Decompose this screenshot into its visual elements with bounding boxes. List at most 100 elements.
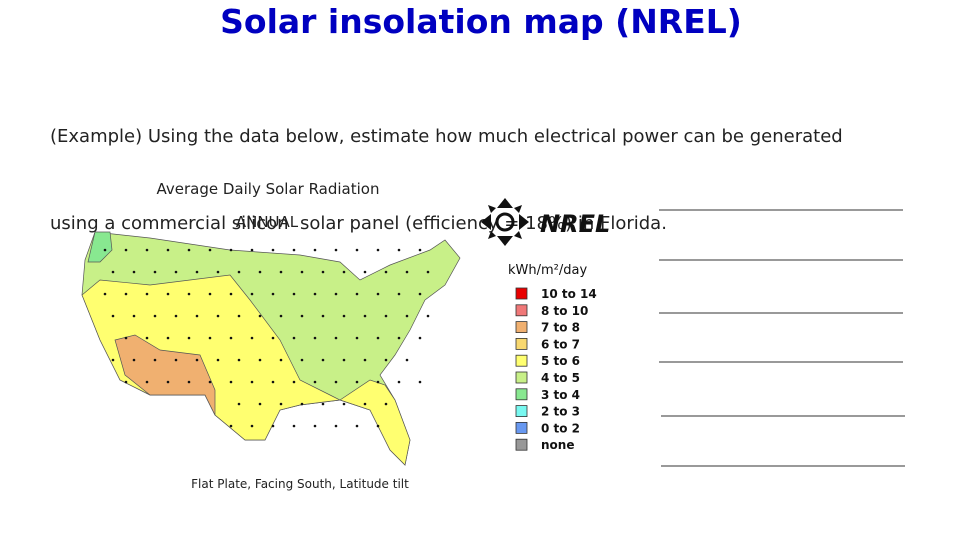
map-orange — [114, 334, 216, 416]
station-dot — [208, 292, 212, 296]
legend-label: none — [541, 438, 574, 452]
legend-label: 0 to 2 — [541, 421, 580, 435]
legend-label: 8 to 10 — [541, 304, 588, 318]
station-dot — [153, 270, 157, 274]
station-dot — [124, 248, 128, 252]
station-dot — [216, 358, 220, 362]
station-dot — [342, 402, 346, 406]
station-dot — [124, 380, 128, 384]
station-dot — [153, 314, 157, 318]
station-dot — [418, 248, 422, 252]
map-caption: Flat Plate, Facing South, Latitude tilt — [191, 477, 409, 491]
station-dot — [124, 336, 128, 340]
station-dot — [103, 248, 107, 252]
station-dot — [250, 292, 254, 296]
station-dot — [384, 270, 388, 274]
station-dot — [397, 248, 401, 252]
station-dot — [376, 336, 380, 340]
station-dot — [426, 314, 430, 318]
legend-swatch — [515, 304, 528, 317]
station-dot — [355, 380, 359, 384]
map-yellow-se — [339, 379, 411, 466]
station-dot — [258, 402, 262, 406]
station-dot — [405, 314, 409, 318]
station-dot — [132, 314, 136, 318]
station-dot — [132, 358, 136, 362]
station-dot — [321, 314, 325, 318]
station-dot — [187, 248, 191, 252]
station-dot — [166, 248, 170, 252]
station-dot — [279, 314, 283, 318]
station-dot — [418, 292, 422, 296]
station-dot — [258, 270, 262, 274]
station-dot — [300, 270, 304, 274]
station-dot — [363, 358, 367, 362]
legend-label: 6 to 7 — [541, 337, 580, 351]
station-dot — [208, 248, 212, 252]
station-dot — [208, 380, 212, 384]
body-text: (Example) Using the data below, estimate… — [50, 64, 843, 296]
station-dot — [397, 292, 401, 296]
legend: 10 to 14 8 to 10 7 to 8 6 to 7 5 to 6 4 to 5 3… — [515, 287, 597, 452]
station-dot — [376, 380, 380, 384]
station-dot — [271, 380, 275, 384]
legend-swatch — [515, 388, 528, 401]
legend-swatch — [515, 421, 528, 434]
slide-title: Solar insolation map (NREL) — [220, 2, 742, 41]
station-dot — [153, 358, 157, 362]
station-dot — [216, 314, 220, 318]
station-dot — [334, 336, 338, 340]
legend-swatch — [515, 405, 528, 418]
station-dot — [174, 358, 178, 362]
station-dot — [258, 314, 262, 318]
station-dot — [334, 292, 338, 296]
legend-swatch — [515, 337, 528, 350]
station-dot — [300, 358, 304, 362]
station-dot — [279, 402, 283, 406]
station-dot — [145, 248, 149, 252]
legend-swatch — [515, 321, 528, 334]
station-dot — [363, 314, 367, 318]
legend-swatch — [515, 371, 528, 384]
logo-text: NREL — [540, 210, 610, 238]
station-dot — [174, 314, 178, 318]
station-dot — [174, 270, 178, 274]
station-dot — [334, 424, 338, 428]
station-dot — [321, 270, 325, 274]
station-dot — [313, 336, 317, 340]
station-dot — [384, 358, 388, 362]
station-dot — [355, 336, 359, 340]
answer-lines — [659, 209, 905, 467]
station-dot — [397, 336, 401, 340]
station-dot — [145, 336, 149, 340]
station-dot — [321, 358, 325, 362]
station-dot — [355, 292, 359, 296]
legend-label: 3 to 4 — [541, 388, 580, 402]
station-dot — [229, 292, 233, 296]
station-dot — [384, 314, 388, 318]
station-dot — [229, 424, 233, 428]
body-line: using a commercial silicon solar panel (… — [50, 213, 667, 234]
us-map — [81, 231, 461, 466]
station-dot — [279, 358, 283, 362]
station-dot — [342, 358, 346, 362]
station-dot — [292, 336, 296, 340]
station-dot — [384, 402, 388, 406]
station-dot — [405, 270, 409, 274]
legend-unit: kWh/m²/day — [508, 263, 587, 278]
station-dot — [313, 424, 317, 428]
station-dot — [376, 424, 380, 428]
station-dot — [279, 270, 283, 274]
station-dot — [166, 380, 170, 384]
nrel-logo: NREL — [481, 198, 610, 246]
station-dot — [292, 380, 296, 384]
station-dot — [292, 292, 296, 296]
station-dot — [363, 402, 367, 406]
station-dot — [250, 336, 254, 340]
station-dot — [145, 380, 149, 384]
station-dot — [229, 248, 233, 252]
station-dot — [418, 336, 422, 340]
map-subtitle: ANNUAL — [236, 213, 299, 231]
station-dot — [187, 380, 191, 384]
station-dot — [300, 402, 304, 406]
